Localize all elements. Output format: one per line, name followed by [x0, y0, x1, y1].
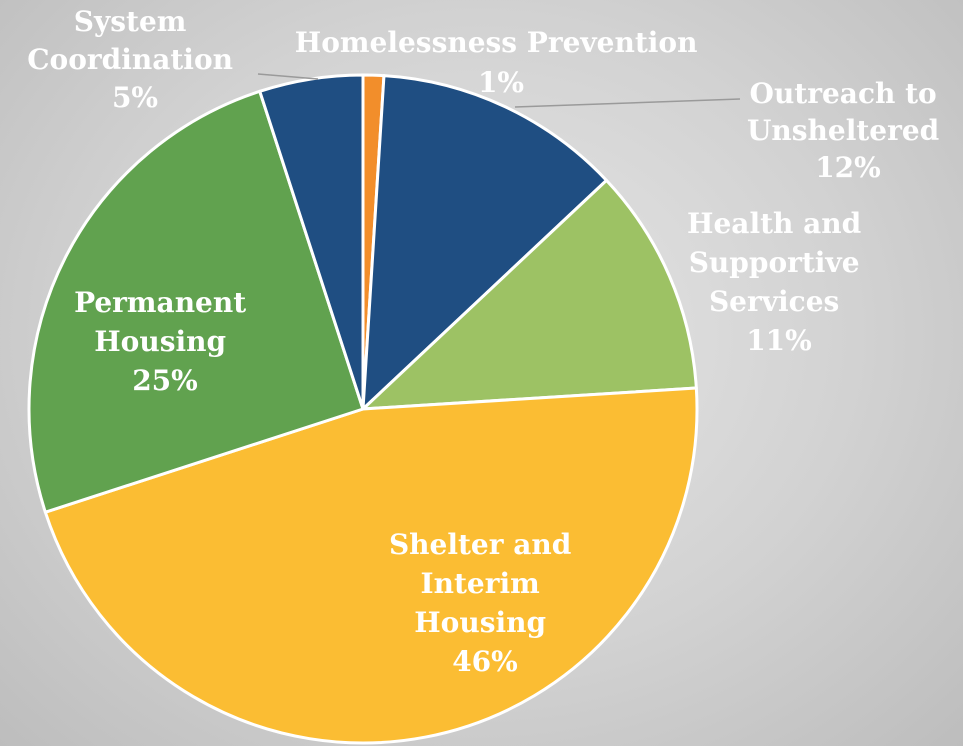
- slice-label-system-coordination: System Coordination 5%: [27, 5, 242, 114]
- leader-lines: [257, 73, 741, 108]
- slice-label-line: Housing: [94, 325, 226, 358]
- slice-percent: 46%: [452, 645, 518, 678]
- slice-label-permanent-housing: Permanent Housing 25%: [74, 286, 256, 397]
- slice-label-shelter: Shelter and Interim Housing 46%: [389, 528, 581, 678]
- pie-slice-system-coordination: [258, 73, 365, 411]
- slice-label-line: Unsheltered: [747, 114, 939, 147]
- slice-label-line: Homelessness Prevention: [295, 26, 698, 59]
- slice-percent: 25%: [132, 364, 198, 397]
- pie-slice-shelter-and-interim-housing: [43, 386, 699, 745]
- pie-slices: [27, 73, 699, 745]
- slice-label-line: System: [74, 5, 187, 38]
- leader-line-homelessness-prevention: [514, 98, 741, 108]
- slice-percent: 5%: [112, 81, 158, 114]
- slice-label-line: Shelter and: [389, 528, 571, 561]
- slice-label-line: Interim: [421, 567, 540, 600]
- slice-label-outreach: Outreach to Unsheltered 12%: [747, 77, 949, 184]
- slice-percent: 1%: [478, 66, 524, 99]
- slice-label-line: Services: [709, 285, 839, 318]
- pie-labels: Homelessness Prevention 1% Outreach to U…: [27, 5, 949, 678]
- slice-label-homelessness-prevention: Homelessness Prevention 1%: [295, 26, 707, 99]
- slice-label-line: Coordination: [27, 43, 233, 76]
- slice-label-line: Housing: [414, 606, 546, 639]
- slice-label-health-services: Health and Supportive Services 11%: [687, 207, 871, 357]
- slice-label-line: Health and: [687, 207, 861, 240]
- leader-line-system-coordination: [257, 73, 319, 80]
- slice-label-line: Permanent: [74, 286, 246, 319]
- pie-slice-outreach-to-unsheltered: [361, 74, 608, 411]
- slice-percent: 11%: [746, 324, 812, 357]
- slice-label-line: Supportive: [689, 246, 860, 279]
- pie-slice-health-and-supportive-services: [361, 178, 698, 411]
- slice-percent: 12%: [815, 151, 881, 184]
- slice-label-line: Outreach to: [750, 77, 937, 110]
- pie-slice-permanent-housing: [27, 89, 365, 514]
